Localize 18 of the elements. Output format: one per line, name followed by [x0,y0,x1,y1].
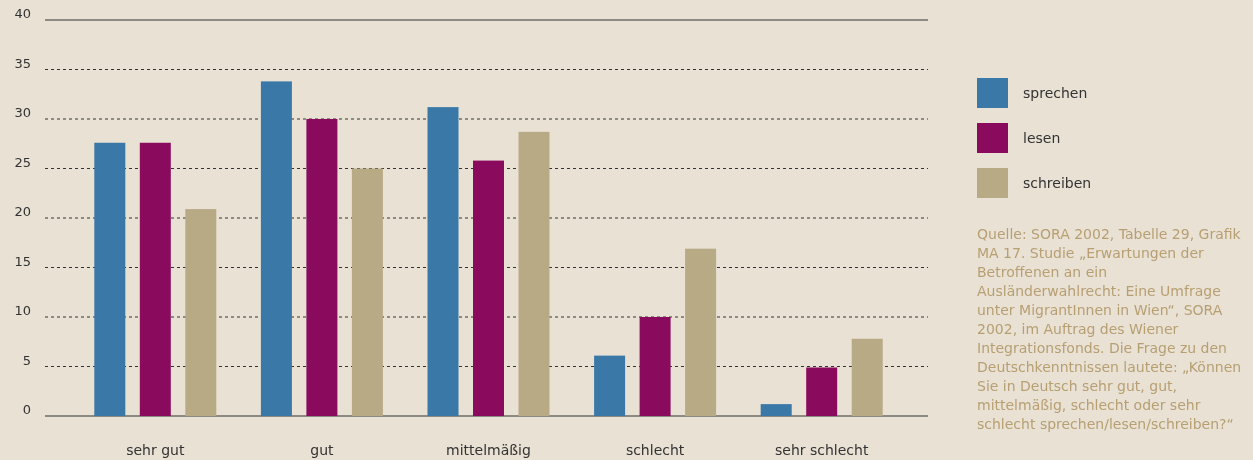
y-tick-label: 20 [14,204,31,219]
legend-label: lesen [1023,130,1061,146]
y-tick-label: 0 [22,402,31,417]
x-tick-label: sehr schlecht [774,442,869,458]
legend-label: sprechen [1023,85,1088,101]
x-tick-label: sehr gut [126,442,185,458]
y-tick-label: 35 [14,55,31,71]
x-tick-label: schlecht [625,442,685,458]
text: Quelle: SORA 2002, Tabelle 29, Grafik MA 17. Studie „Erwartungen der Betroffenen an ein Ausländerwahlrecht: Eine Umfrage unter MigrantInnen in Wien“, SORA 2002, im Auftrag des Wiener Integrationsfonds. Die Frage zu den Deutschkenntnissen lautete: „Können Sie in Deutsch sehr gut, gut, mittelmäßig, schlecht oder sehr schlecht sprechen/lesen/schreiben?“ [977,226,1242,432]
y-tick-label: 25 [14,154,31,170]
y-tick-label: 10 [14,303,31,318]
y-tick-label: 30 [14,105,31,120]
y-tick-label: 15 [14,253,31,269]
y-tick-label: 5 [22,352,31,368]
legend-label: schreiben [1023,175,1092,191]
y-tick-label: 40 [14,6,31,21]
x-tick-label: gut [310,442,335,458]
x-tick-label: mittelmäßig [446,442,531,458]
